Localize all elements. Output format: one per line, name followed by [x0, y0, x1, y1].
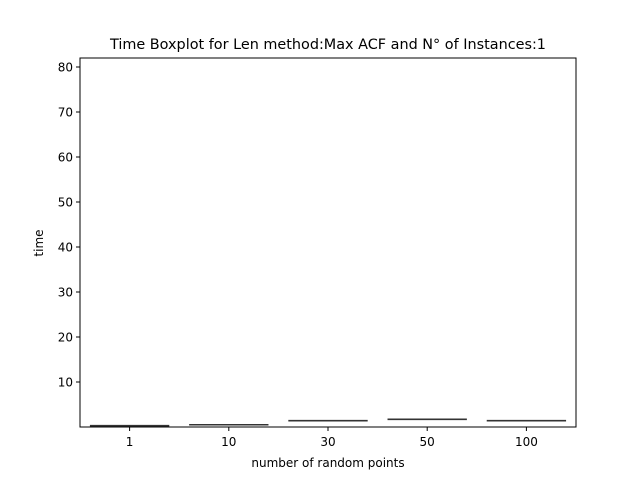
y-axis-label: time [32, 229, 46, 256]
y-tick-label: 40 [58, 241, 73, 255]
x-tick-label: 1 [126, 435, 134, 449]
y-tick-label: 50 [58, 196, 73, 210]
x-tick-label: 100 [515, 435, 538, 449]
y-tick-label: 10 [58, 376, 73, 390]
y-axis-ticks: 10 20 30 40 50 60 70 80 [58, 61, 80, 390]
y-tick-label: 20 [58, 331, 73, 345]
x-tick-label: 30 [320, 435, 335, 449]
plot-area-frame [79, 57, 577, 428]
x-tick-label: 50 [420, 435, 435, 449]
box-group [89, 418, 567, 427]
y-tick-label: 70 [58, 106, 73, 120]
x-axis-ticks: 1 10 30 50 100 [126, 427, 538, 449]
y-tick-label: 30 [58, 286, 73, 300]
x-tick-label: 10 [221, 435, 236, 449]
chart-title: Time Boxplot for Len method:Max ACF and … [109, 37, 546, 53]
x-axis-label: number of random points [251, 456, 404, 470]
y-tick-label: 60 [58, 151, 73, 165]
y-tick-label: 80 [58, 61, 73, 75]
